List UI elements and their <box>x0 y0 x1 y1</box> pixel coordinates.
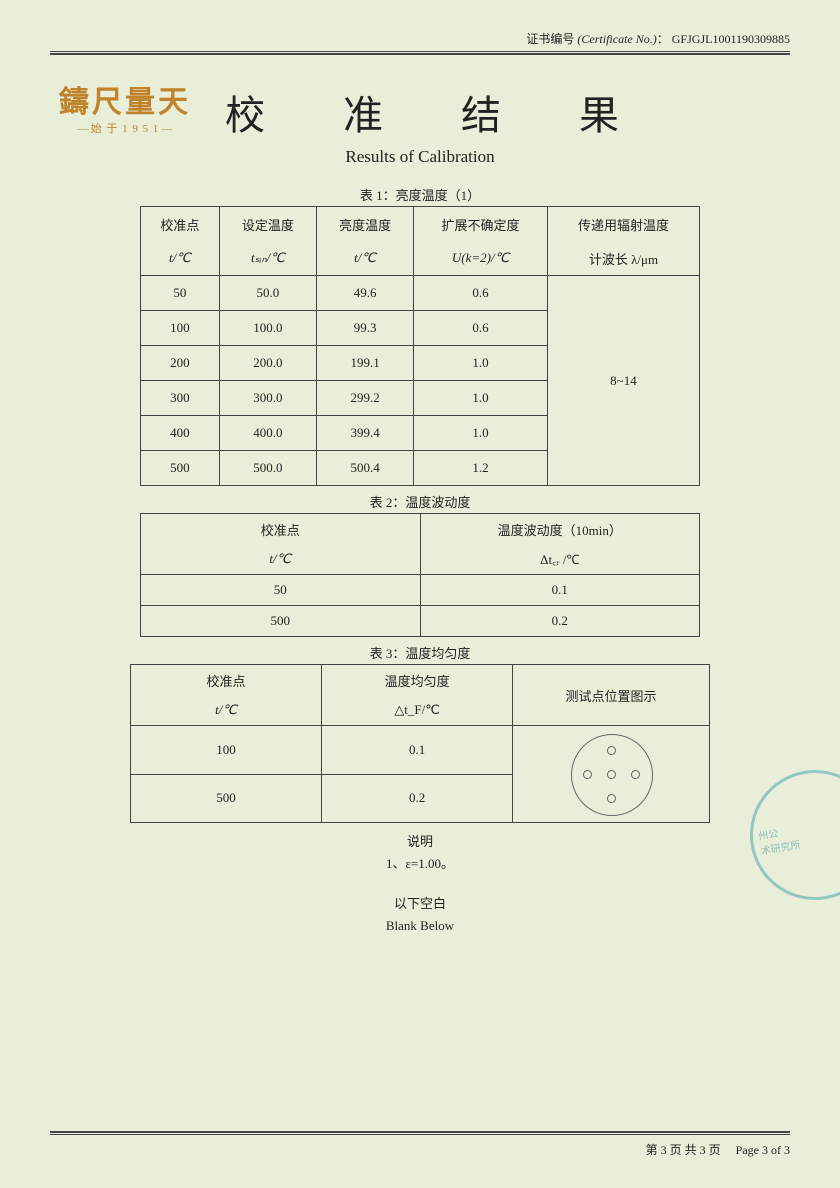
table1-caption: 表 1：亮度温度（1） <box>50 185 790 204</box>
blank-below: 以下空白 Blank Below <box>50 893 790 937</box>
footer-text: 第 3 页 共 3 页 Page 3 of 3 <box>50 1141 790 1158</box>
t3h2a: 温度均匀度 <box>322 665 513 696</box>
table1-header-row1: 校准点 设定温度 亮度温度 扩展不确定度 传递用辐射温度 <box>141 207 700 242</box>
t1h-c4a: 扩展不确定度 <box>414 207 548 242</box>
diagram-dot-icon <box>607 770 616 779</box>
table-row: 500.1 <box>141 575 700 606</box>
t3-diagram-cell <box>513 726 710 823</box>
page-subtitle: Results of Calibration <box>50 147 790 167</box>
logo-block: 鑄尺量天 始 于 1 9 5 1 <box>50 88 200 136</box>
blank-cn: 以下空白 <box>50 893 790 915</box>
footer-en: Page 3 of 3 <box>736 1143 790 1157</box>
table2-caption: 表 2：温度波动度 <box>50 492 790 511</box>
footer-rule <box>50 1131 790 1133</box>
notes-line1: 1、ε=1.00。 <box>50 853 790 875</box>
t1h-c3a: 亮度温度 <box>317 207 414 242</box>
t1h-c2b: tₛᵢₙ/℃ <box>219 241 316 276</box>
logo-main: 鑄尺量天 <box>50 88 200 118</box>
page: 证书编号 (Certificate No.)： GFJGJL1001190309… <box>0 0 840 1188</box>
footer-rule2 <box>50 1134 790 1135</box>
diagram-dot-icon <box>607 746 616 755</box>
page-title-cn: 校 准 结 果 <box>225 83 653 141</box>
footer-cn: 第 3 页 共 3 页 <box>646 1143 721 1157</box>
table-row: 5050.049.60.68~14 <box>141 276 700 311</box>
t2h2b: Δt꜀ᵣ /℃ <box>420 544 700 575</box>
cert-number: GFJGJL1001190309885 <box>672 32 790 46</box>
cert-label-en: (Certificate No.) <box>577 32 656 46</box>
t2h2a: 温度波动度（10min） <box>420 514 700 545</box>
table3: 校准点 温度均匀度 测试点位置图示 t/℃ △t_F/℃ 100 0.1 <box>130 664 710 823</box>
t3h3: 测试点位置图示 <box>513 665 710 726</box>
table1-header-row2: t/℃ tₛᵢₙ/℃ t/℃ U(k=2)/℃ 计波长 λ/μm <box>141 241 700 276</box>
title-row: 鑄尺量天 始 于 1 9 5 1 校 准 结 果 <box>50 83 790 141</box>
t1h-c1b: t/℃ <box>141 241 220 276</box>
footer: 第 3 页 共 3 页 Page 3 of 3 <box>50 1131 790 1158</box>
notes-block: 说明 1、ε=1.00。 <box>50 831 790 875</box>
table-row: 100 0.1 <box>131 726 710 775</box>
header-rule <box>50 53 790 55</box>
diagram-dot-icon <box>583 770 592 779</box>
t3h1a: 校准点 <box>131 665 322 696</box>
t1-lambda: 8~14 <box>547 276 699 486</box>
table2: 校准点 温度波动度（10min） t/℃ Δt꜀ᵣ /℃ 500.1 5000.… <box>140 513 700 637</box>
t3h1b: t/℃ <box>131 695 322 726</box>
t1h-c1a: 校准点 <box>141 207 220 242</box>
cert-label-cn: 证书编号 <box>526 32 574 46</box>
t2h1a: 校准点 <box>141 514 421 545</box>
t1h-c2a: 设定温度 <box>219 207 316 242</box>
t1h-c5b: 计波长 λ/μm <box>547 241 699 276</box>
test-point-diagram <box>566 734 656 814</box>
table3-caption: 表 3：温度均匀度 <box>50 643 790 662</box>
table-row: 5000.2 <box>141 606 700 637</box>
notes-label: 说明 <box>50 831 790 853</box>
certificate-line: 证书编号 (Certificate No.)： GFJGJL1001190309… <box>50 30 790 52</box>
logo-subtitle: 始 于 1 9 5 1 <box>50 120 200 136</box>
blank-en: Blank Below <box>50 915 790 937</box>
t1h-c3b: t/℃ <box>317 241 414 276</box>
t1h-c5a: 传递用辐射温度 <box>547 207 699 242</box>
t3h2b: △t_F/℃ <box>322 695 513 726</box>
t1h-c4b: U(k=2)/℃ <box>414 241 548 276</box>
table1: 校准点 设定温度 亮度温度 扩展不确定度 传递用辐射温度 t/℃ tₛᵢₙ/℃ … <box>140 206 700 486</box>
diagram-dot-icon <box>607 794 616 803</box>
t2h1b: t/℃ <box>141 544 421 575</box>
diagram-dot-icon <box>631 770 640 779</box>
